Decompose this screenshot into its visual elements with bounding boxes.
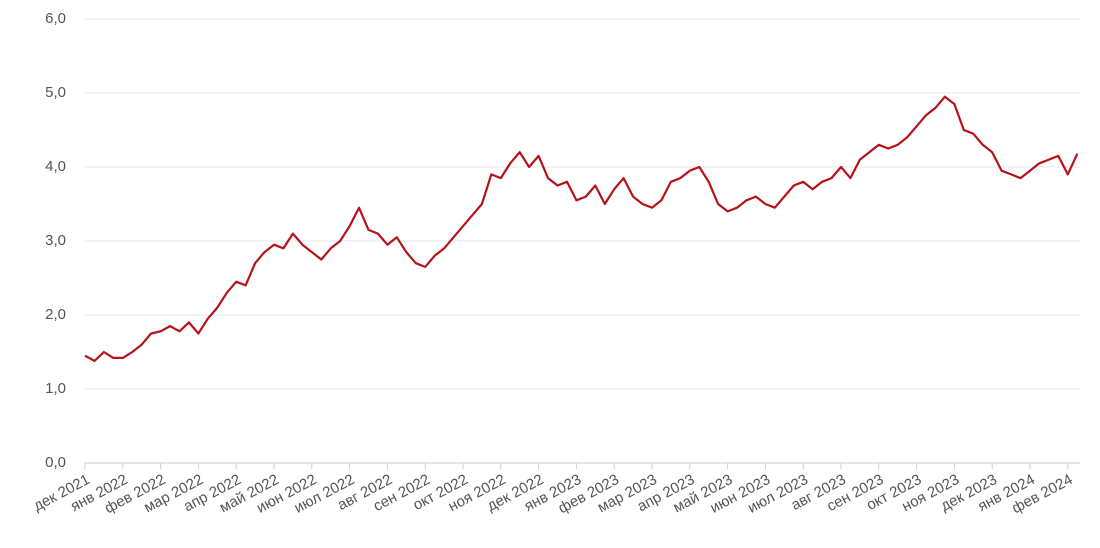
y-tick-label: 5,0 (45, 84, 66, 101)
y-tick-label: 2,0 (45, 306, 66, 323)
y-tick-label: 4,0 (45, 158, 66, 175)
y-tick-label: 3,0 (45, 232, 66, 249)
y-tick-label: 6,0 (45, 10, 66, 27)
y-tick-label: 1,0 (45, 380, 66, 397)
y-tick-label: 0,0 (45, 454, 66, 471)
data-line (84, 95, 1079, 362)
